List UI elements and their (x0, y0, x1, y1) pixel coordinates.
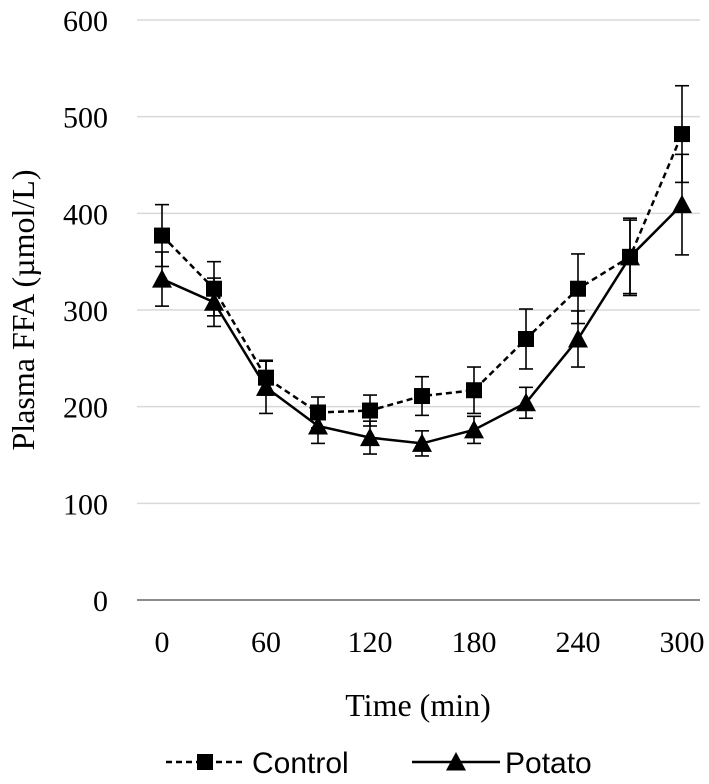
point-potato-180 (464, 419, 484, 439)
y-axis-label: Plasma FFA (µmol/L) (5, 170, 41, 451)
point-control-210 (518, 331, 534, 347)
point-potato-240 (568, 329, 588, 348)
legend-marker-potato (446, 752, 466, 771)
legend: Control Potato (166, 747, 592, 780)
legend-item-control: Control (166, 747, 349, 780)
point-control-150 (414, 388, 430, 405)
y-tick-label-100: 100 (63, 488, 108, 521)
series-potato (152, 153, 692, 457)
point-control-300 (674, 126, 690, 143)
x-tick-label-60: 60 (251, 626, 281, 659)
legend-label-potato: Potato (505, 747, 592, 780)
point-control-0 (154, 227, 170, 244)
point-control-240 (570, 280, 586, 297)
y-tick-label-400: 400 (63, 198, 108, 231)
point-potato-90 (308, 416, 328, 435)
y-tick-label-0: 0 (93, 585, 108, 618)
point-potato-300 (672, 194, 692, 214)
point-potato-120 (360, 427, 380, 447)
x-axis-label: Time (min) (345, 687, 491, 723)
point-control-180 (466, 382, 482, 399)
point-potato-150 (412, 433, 432, 452)
legend-label-control: Control (252, 747, 349, 780)
gridlines (137, 19, 700, 505)
point-potato-60 (256, 377, 276, 396)
y-tick-label-600: 600 (63, 5, 108, 38)
legend-item-potato: Potato (412, 747, 592, 780)
y-tick-label-200: 200 (63, 392, 108, 425)
y-tick-labels: 0 100 200 300 400 500 600 (63, 5, 108, 618)
point-potato-210 (516, 392, 536, 412)
x-tick-label-300: 300 (660, 626, 705, 659)
point-control-120 (362, 402, 378, 419)
x-tick-label-240: 240 (556, 626, 601, 659)
point-potato-30 (204, 292, 224, 311)
x-tick-labels: 0 60 120 180 240 300 (155, 626, 705, 659)
series-control (154, 84, 690, 429)
y-tick-label-500: 500 (63, 102, 108, 135)
point-potato-0 (152, 269, 172, 288)
x-tick-label-0: 0 (155, 626, 170, 659)
x-tick-label-180: 180 (452, 626, 497, 659)
y-tick-label-300: 300 (63, 295, 108, 328)
series-layer (152, 84, 692, 457)
series-line-control (161, 133, 684, 414)
legend-marker-control (197, 754, 213, 770)
point-potato-270 (620, 246, 640, 266)
x-tick-label-120: 120 (348, 626, 393, 659)
